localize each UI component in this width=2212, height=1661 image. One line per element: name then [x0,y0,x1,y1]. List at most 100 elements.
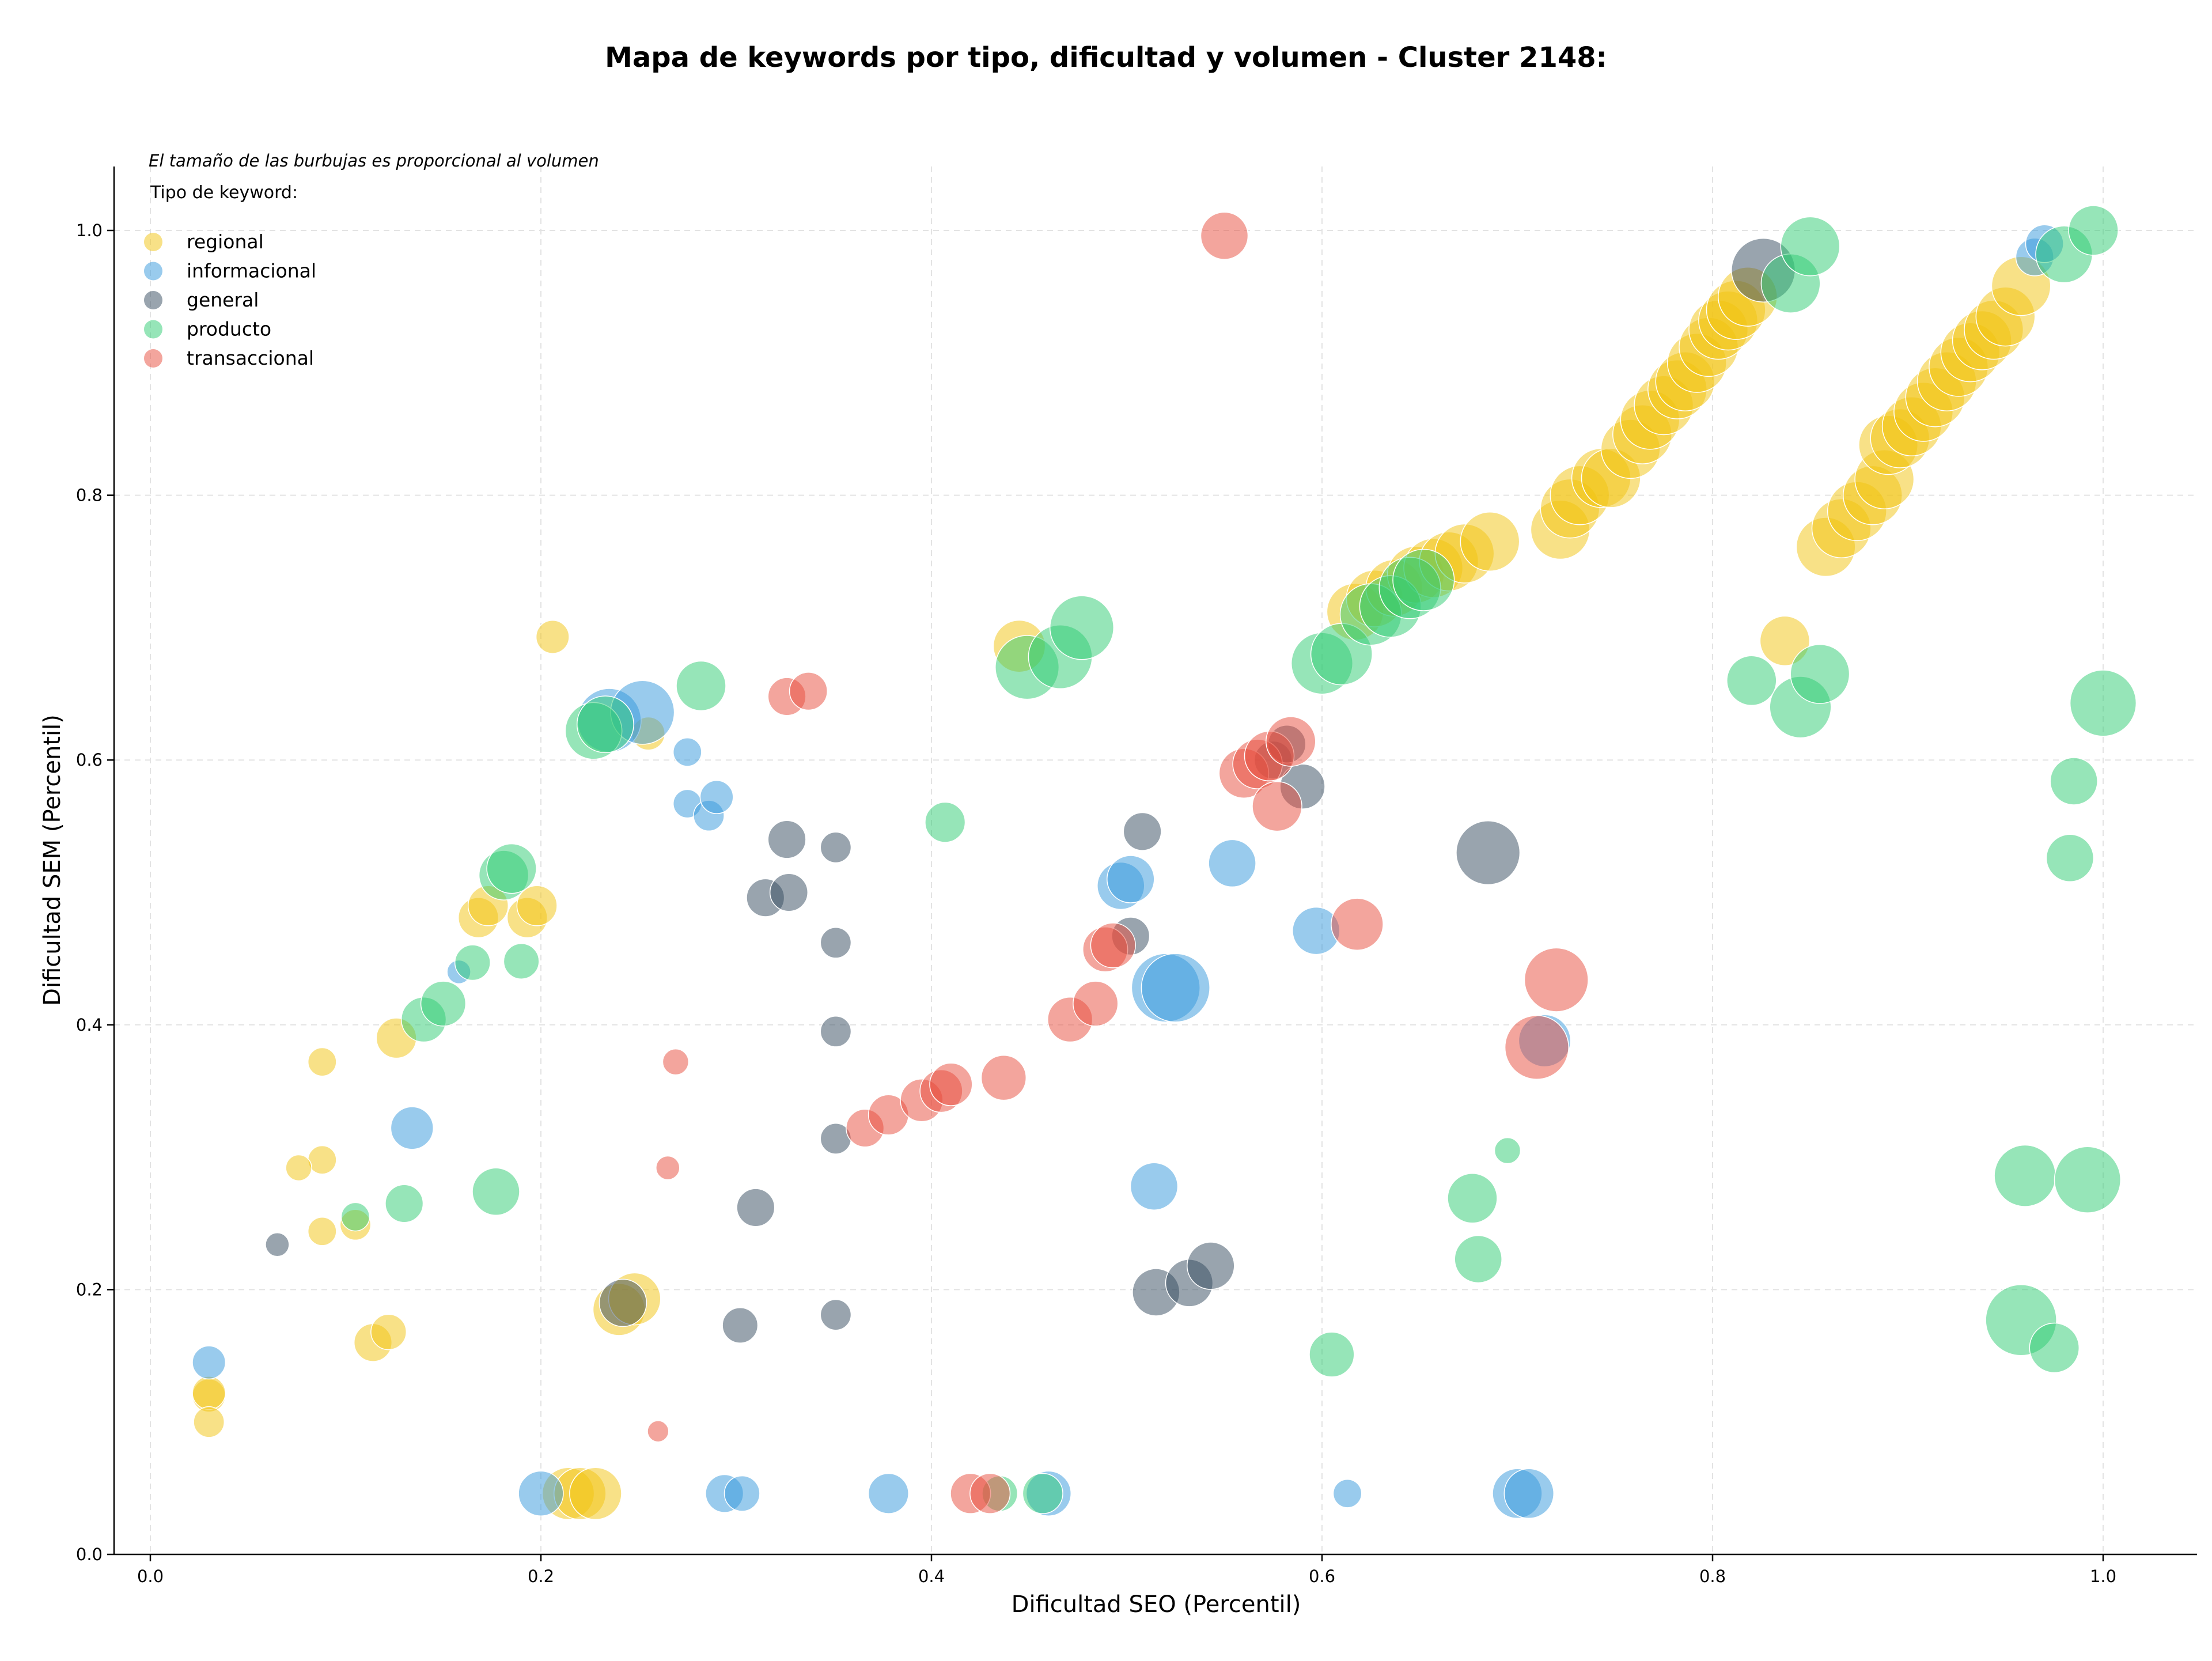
bubble-transaccional [789,672,828,711]
bubble-producto [1790,644,1850,704]
legend-marker-regional [144,233,162,251]
legend: El tamaño de las burbujas es proporciona… [144,151,599,369]
y-tick-label: 0.8 [76,486,103,505]
bubble-regional [1759,615,1810,667]
x-tick-label: 0.0 [137,1567,164,1586]
bubble-producto [385,1184,424,1223]
bubble-regional [193,1406,225,1438]
bubble-producto [472,1167,520,1216]
y-tick-label: 0.0 [76,1545,103,1564]
legend-label-general: general [187,289,259,311]
bubble-producto [340,1202,370,1232]
legend-label-producto: producto [187,318,271,340]
bubble-producto [576,695,634,754]
x-axis-label: Dificultad SEO (Percentil) [1012,1591,1301,1618]
bubble-regional [569,1467,622,1520]
x-tick-label: 0.8 [1699,1567,1726,1586]
bubble-informacional [699,780,734,814]
bubble-informacional [1141,953,1210,1023]
legend-label-informacional: informacional [187,260,316,282]
bubble-regional [1460,512,1520,572]
bubble-regional [370,1314,407,1350]
bubble-producto [486,843,537,894]
legend-title: Tipo de keyword: [150,183,298,203]
y-axis-label: Dificultad SEM (Percentil) [39,714,66,1006]
bubble-producto [2068,205,2119,256]
y-tick-label: 0.4 [76,1015,103,1035]
bubble-general [599,1278,647,1327]
series-informacional [192,224,2064,1519]
bubble-producto [1454,1235,1502,1284]
x-tick-label: 1.0 [2090,1567,2116,1586]
bubble-producto [676,660,726,712]
bubble-general [1187,1242,1235,1290]
bubble-general [769,873,809,912]
bubble-transaccional [1266,716,1316,767]
bubble-producto [2050,757,2098,805]
bubble-general [1123,812,1162,851]
bubble-regional [535,620,570,654]
bubble-producto [1994,1144,2056,1207]
x-tick-label: 0.6 [1309,1567,1335,1586]
bubble-informacional [868,1473,909,1514]
y-tick-label: 0.6 [76,750,103,770]
bubble-transaccional [662,1048,690,1076]
bubble-transaccional [929,1062,973,1106]
bubble-transaccional [1524,947,1589,1012]
bubble-general [820,1299,852,1331]
x-tick-label: 0.2 [528,1567,554,1586]
bubble-producto [1447,1173,1498,1224]
bubble-producto [1309,1331,1355,1378]
series-transaccional [647,211,1589,1514]
bubble-regional [192,1376,226,1410]
legend-marker-general [144,291,162,309]
bubble-general [767,820,806,859]
bubble-regional [307,1145,337,1175]
bubble-producto [454,944,491,981]
chart-title: Mapa de keywords por tipo, dificultad y … [605,41,1607,74]
bubble-producto [1392,548,1455,611]
bubble-informacional [672,737,702,767]
bubble-informacional [1107,855,1155,903]
bubble-producto [420,981,467,1027]
bubble-informacional [1332,1478,1362,1508]
bubble-regional [285,1154,312,1182]
bubble-producto [1726,655,1777,706]
bubble-producto [2029,1322,2080,1374]
bubble-transaccional [980,1055,1027,1101]
bubble-producto [2054,1146,2122,1213]
bubble-regional [307,1047,337,1077]
bubble-producto [2069,669,2137,737]
bubble-layer [192,205,2137,1520]
bubble-regional [307,1216,337,1246]
legend-label-transaccional: transaccional [187,347,314,369]
legend-marker-transaccional [144,349,162,368]
bubble-transaccional [1331,898,1384,951]
y-tick-label: 0.2 [76,1280,103,1299]
bubble-transaccional [969,1473,1011,1514]
bubble-general [820,1015,852,1047]
bubble-transaccional [1073,981,1119,1027]
bubble-transaccional [1090,922,1136,968]
legend-note: El tamaño de las burbujas es proporciona… [149,151,599,171]
bubble-informacional [390,1106,434,1150]
bubble-informacional [724,1475,760,1512]
bubble-producto [1780,216,1840,277]
axes [113,167,2197,1556]
bubble-transaccional [647,1420,669,1443]
bubble-transaccional [1200,211,1249,260]
bubble-informacional [192,1345,226,1380]
bubble-transaccional [1504,1015,1569,1080]
bubble-general [736,1188,775,1227]
bubble-general [820,831,852,864]
series-producto [340,205,2137,1514]
legend-marker-producto [144,320,162,339]
legend-label-regional: regional [187,230,264,253]
x-tick-label: 0.4 [918,1567,945,1586]
bubble-general [1456,820,1521,886]
ticks: 0.0 0.2 0.4 0.6 0.8 1.0 0.0 0.2 0.4 0.6 0.8 1.0 [76,221,2116,1586]
bubble-informacional [1503,1468,1555,1519]
legend-marker-informacional [144,262,162,281]
